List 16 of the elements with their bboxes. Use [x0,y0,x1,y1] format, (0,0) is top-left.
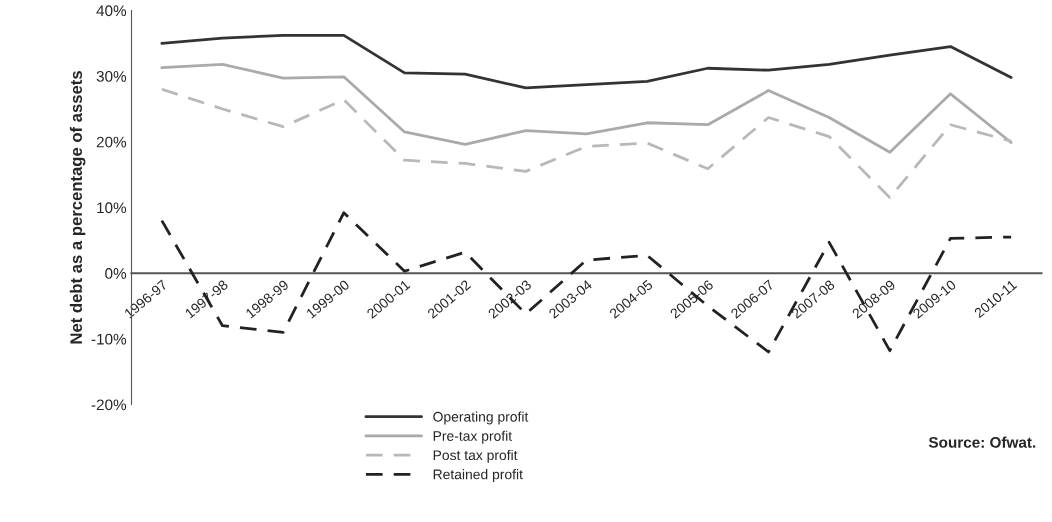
y-tick-label: 20% [96,136,127,148]
legend-label: Retained profit [433,469,523,483]
legend-label: Pre-tax profit [433,430,513,444]
line-series [160,87,1013,200]
y-tick-label: 40% [96,5,127,17]
legend-label: Operating profit [433,411,529,425]
legend-label: Post tax profit [433,449,518,463]
y-tick-label: 0% [105,268,127,279]
y-tick-label: 30% [96,70,127,82]
y-tick-label: -10% [91,333,127,345]
y-axis-title: Net debt as a percentage of assets [69,71,86,344]
y-tick-label: -20% [91,399,127,411]
y-tick-label: 10% [97,202,127,214]
line-series [160,62,1013,154]
line-series [160,34,1013,90]
source-note: Source: Ofwat. [928,436,1036,448]
